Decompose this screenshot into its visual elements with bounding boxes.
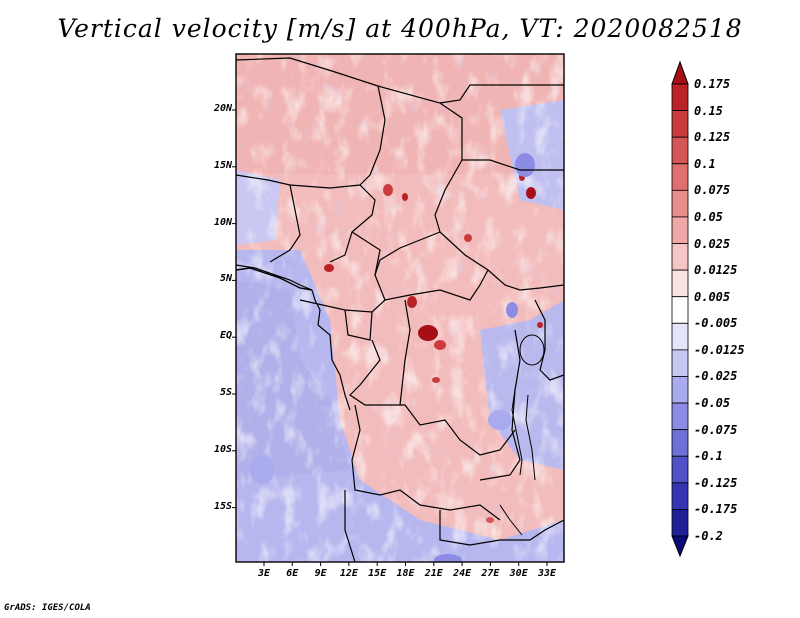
lon-label: 33E <box>537 568 557 579</box>
lat-label: EQ <box>219 330 232 342</box>
colorbar-segment <box>671 136 689 165</box>
colorbar-segment <box>671 216 689 244</box>
lon-label: 21E <box>424 568 443 579</box>
colorbar-segment <box>671 376 689 404</box>
colorbar <box>671 60 689 558</box>
lakes <box>499 334 545 536</box>
lon-label: 3E <box>257 568 271 579</box>
colorbar-label: 0.0125 <box>694 263 738 278</box>
lon-label: 30E <box>509 568 528 579</box>
colorbar-segment <box>671 402 689 431</box>
lat-label: 10S <box>213 443 232 455</box>
colorbar-label: 0.005 <box>694 289 731 304</box>
colorbar-segment <box>671 509 689 537</box>
colorbar-segment <box>671 163 689 191</box>
colorbar-label: 0.1 <box>694 156 716 171</box>
velocity-field <box>236 54 564 562</box>
colorbar-segment <box>671 482 689 510</box>
colorbar-segment <box>671 322 689 351</box>
colorbar-segment <box>671 296 689 324</box>
lat-label: 20N <box>213 103 232 114</box>
colorbar-segment <box>671 189 689 218</box>
axis-ticks <box>232 109 548 566</box>
colorbar-label: 0.15 <box>694 103 723 118</box>
colorbar-segment <box>671 83 689 111</box>
lon-label: 27E <box>481 568 500 579</box>
lat-label: 15N <box>213 159 232 171</box>
colorbar-segment <box>671 110 689 138</box>
colorbar-label: -0.2 <box>694 529 723 543</box>
colorbar-segment <box>671 269 689 298</box>
colorbar-max-arrow <box>671 60 689 85</box>
lat-label: 5S <box>219 387 232 398</box>
lon-label: 6E <box>286 568 299 579</box>
colorbar-label: -0.0125 <box>694 342 745 357</box>
colorbar-label: -0.025 <box>694 369 738 384</box>
colorbar-segment <box>671 455 689 484</box>
colorbar-segment <box>671 429 689 457</box>
country-borders <box>236 57 564 562</box>
colorbar-label: 0.075 <box>694 183 731 198</box>
lat-label: 5N <box>219 273 232 285</box>
colorbar-label: 0.025 <box>694 236 731 251</box>
colorbar-label: -0.05 <box>694 396 731 411</box>
lon-label: 18E <box>396 568 415 579</box>
lat-label: 10N <box>213 216 232 228</box>
lon-label: 12E <box>339 568 358 579</box>
colorbar-label: -0.075 <box>694 422 738 437</box>
lat-label: 15S <box>213 500 232 512</box>
downdraft-cells <box>250 153 535 562</box>
colorbar-label: 0.125 <box>694 130 731 145</box>
colorbar-label: -0.175 <box>694 502 738 517</box>
lon-label: 9E <box>314 568 327 579</box>
lon-label: 24E <box>453 568 472 579</box>
colorbar-label: 0.05 <box>694 209 723 224</box>
colorbar-label: -0.1 <box>694 449 723 464</box>
colorbar-min-arrow <box>671 535 689 558</box>
lon-label: 15E <box>368 568 387 579</box>
grads-credit: GrADS: IGES/COLA <box>4 603 91 613</box>
colorbar-segment <box>671 349 689 377</box>
colorbar-segment <box>671 243 689 271</box>
colorbar-label: -0.125 <box>694 475 738 490</box>
coastline <box>236 267 313 291</box>
colorbar-label: 0.175 <box>694 77 731 91</box>
chart-title: Vertical velocity [m/s] at 400hPa, VT: 2… <box>57 14 743 43</box>
map-frame <box>235 53 565 563</box>
colorbar-label: -0.005 <box>694 316 738 331</box>
